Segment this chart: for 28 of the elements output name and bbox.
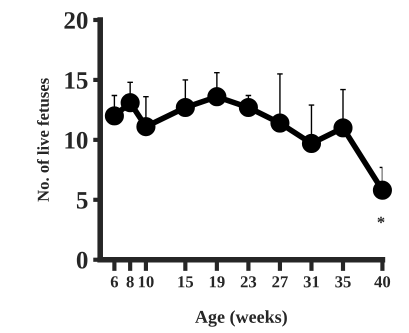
x-tick-label: 27: [272, 276, 288, 288]
point: [333, 118, 353, 138]
y-tick-label: 20: [64, 12, 88, 29]
point: [120, 93, 140, 112]
point: [270, 114, 290, 133]
x-tick-label: 40: [374, 276, 390, 288]
x-tick-label: 19: [210, 276, 225, 288]
point: [207, 87, 226, 106]
point: [302, 134, 322, 154]
y-tick-label: 10: [65, 132, 88, 149]
y-tick-label: 5: [76, 192, 88, 209]
x-tick-label: 35: [335, 276, 351, 288]
x-tick-label: 10: [138, 276, 154, 288]
point: [136, 117, 156, 136]
x-tick-label: 6: [110, 276, 118, 288]
y-axis-title: No. of live fetuses: [37, 78, 49, 202]
point: [176, 98, 195, 118]
x-tick-label: 31: [304, 276, 319, 288]
point: [372, 180, 392, 200]
x-tick-label: 15: [178, 276, 194, 288]
x-axis-title: Age (weeks): [195, 310, 287, 327]
x-tick-label: 23: [240, 276, 256, 288]
y-tick-label: 0: [76, 252, 88, 269]
y-tick-label: 15: [65, 72, 88, 89]
x-tick-label: 8: [126, 276, 134, 288]
annotation: *: [378, 216, 384, 224]
point: [104, 106, 124, 126]
point: [238, 98, 258, 118]
